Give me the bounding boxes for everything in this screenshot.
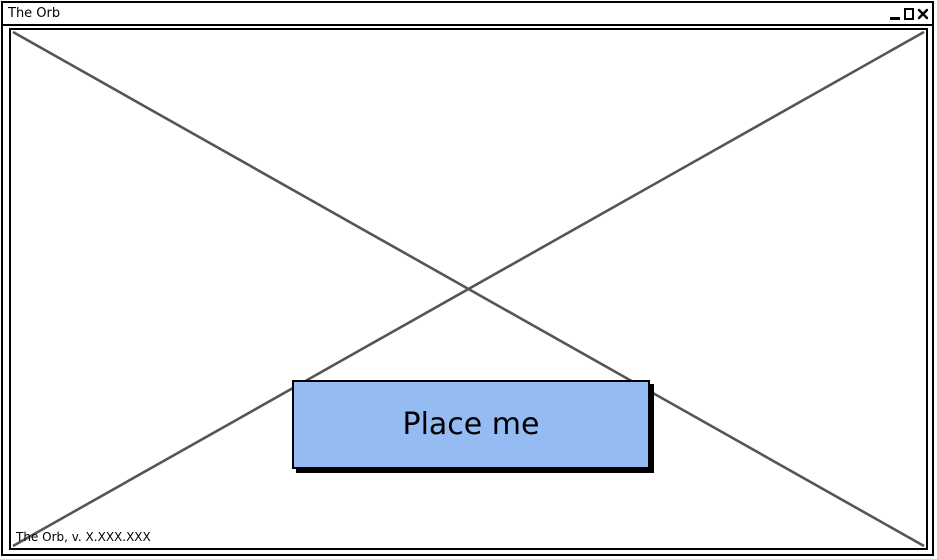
window-controls xyxy=(889,6,929,21)
minimize-icon[interactable] xyxy=(889,7,901,21)
maximize-icon[interactable] xyxy=(903,7,915,21)
place-me-button[interactable]: Place me xyxy=(292,380,650,469)
image-placeholder-cross xyxy=(12,30,925,548)
close-icon[interactable] xyxy=(917,7,929,21)
title-bar[interactable]: The Orb xyxy=(3,3,932,26)
content-area: Place me The Orb, v. X.XXX.XXX xyxy=(9,28,928,550)
window-title: The Orb xyxy=(8,6,61,21)
version-label: The Orb, v. X.XXX.XXX xyxy=(16,530,151,544)
place-me-label: Place me xyxy=(402,407,540,442)
